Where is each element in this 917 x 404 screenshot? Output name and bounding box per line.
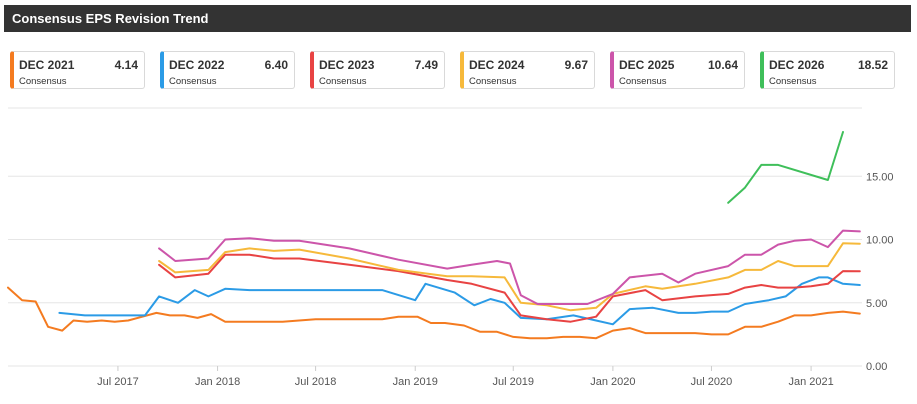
legend-name: DEC 2026 [769, 58, 825, 72]
legend-name: DEC 2021 [19, 58, 75, 72]
title-bar: Consensus EPS Revision Trend [4, 5, 911, 32]
legend-card-dec-2024[interactable]: DEC 2024 9.67 Consensus [460, 51, 595, 89]
legend-name: DEC 2025 [619, 58, 675, 72]
legend-sub: Consensus [319, 76, 367, 87]
y-tick-label: 0.00 [866, 361, 887, 373]
x-tick-label: Jul 2019 [492, 376, 534, 388]
legend-value: 4.14 [114, 58, 138, 72]
legend-value: 18.52 [857, 58, 888, 72]
legend-card-dec-2023[interactable]: DEC 2023 7.49 Consensus [310, 51, 445, 89]
y-tick-label: 15.00 [866, 171, 894, 183]
legend-value: 10.64 [707, 58, 738, 72]
legend-name: DEC 2023 [319, 58, 375, 72]
x-tick-label: Jan 2021 [788, 376, 833, 388]
legend-card-dec-2025[interactable]: DEC 2025 10.64 Consensus [610, 51, 745, 89]
legend-card-dec-2022[interactable]: DEC 2022 6.40 Consensus [160, 51, 295, 89]
legend-value: 6.40 [264, 58, 288, 72]
series-line-dec-2025 [158, 229, 861, 305]
chart-title: Consensus EPS Revision Trend [12, 11, 209, 26]
x-tick-label: Jan 2018 [195, 376, 240, 388]
legend-name: DEC 2022 [169, 58, 225, 72]
legend-sub: Consensus [469, 76, 517, 87]
legend-sub: Consensus [19, 76, 67, 87]
eps-line-chart: 0.00 5.00 10.00 15.00 Jul 2017 Jan 2018 Jul 20… [7, 107, 894, 388]
y-tick-label: 10.00 [866, 235, 894, 247]
y-tick-label: 5.00 [866, 298, 887, 310]
x-tick-label: Jan 2020 [590, 376, 635, 388]
series-line-dec-2026 [727, 131, 844, 204]
legend-sub: Consensus [769, 76, 817, 87]
legend-card-dec-2021[interactable]: DEC 2021 4.14 Consensus [10, 51, 145, 89]
x-tick-label: Jan 2019 [393, 376, 438, 388]
x-tick-label: Jul 2017 [97, 376, 139, 388]
series-line-dec-2021 [7, 286, 861, 340]
legend-sub: Consensus [169, 76, 217, 87]
legend-name: DEC 2024 [469, 58, 525, 72]
series-line-dec-2022 [58, 276, 861, 326]
legend-card-dec-2026[interactable]: DEC 2026 18.52 Consensus [760, 51, 895, 89]
legend-value: 9.67 [564, 58, 588, 72]
legend-sub: Consensus [619, 76, 667, 87]
x-tick-label: Jul 2018 [295, 376, 337, 388]
legend-value: 7.49 [414, 58, 438, 72]
series-line-dec-2024 [158, 242, 861, 312]
series-line-dec-2023 [158, 253, 861, 323]
x-tick-label: Jul 2020 [691, 376, 733, 388]
